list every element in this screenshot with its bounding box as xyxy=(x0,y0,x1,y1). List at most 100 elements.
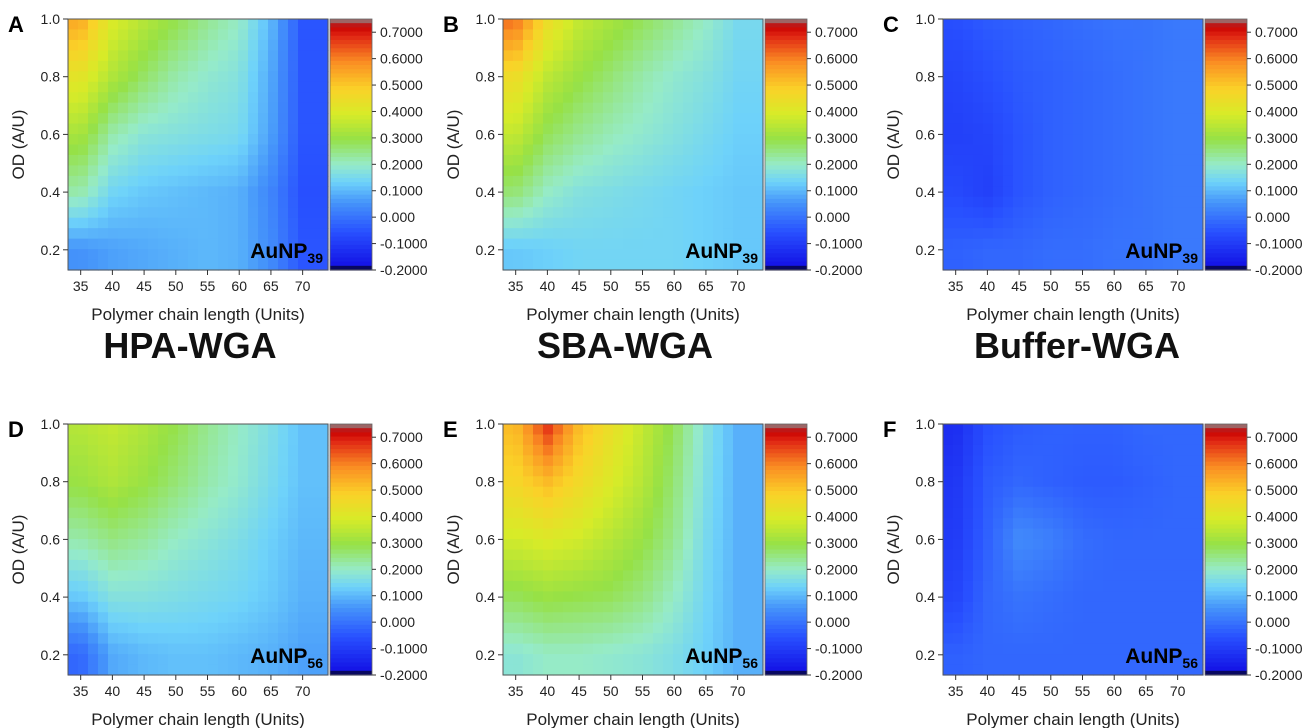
heatmap-cell xyxy=(613,186,624,198)
heatmap-cell xyxy=(108,259,119,271)
heatmap-cell xyxy=(1013,154,1024,167)
heatmap-cell xyxy=(188,207,199,219)
heatmap-cell xyxy=(563,92,574,104)
heatmap-cell xyxy=(743,559,754,572)
heatmap-cell xyxy=(673,444,684,456)
heatmap-cell xyxy=(1103,622,1114,634)
heatmap-cell xyxy=(1103,486,1114,498)
heatmap-cell xyxy=(693,196,704,208)
heatmap-cell xyxy=(1163,580,1174,592)
heatmap-cell xyxy=(553,434,564,446)
heatmap-cell xyxy=(613,486,624,498)
heatmap-cell xyxy=(963,455,974,467)
heatmap-cell xyxy=(1123,238,1134,250)
heatmap-cell xyxy=(643,39,654,51)
heatmap-cell xyxy=(623,518,634,530)
heatmap-cell xyxy=(583,154,594,167)
heatmap-cell xyxy=(158,29,169,41)
colorbar-band xyxy=(1205,453,1247,459)
heatmap-cell xyxy=(963,81,974,93)
heatmap-cell xyxy=(543,559,554,572)
heatmap-cell xyxy=(78,113,89,125)
heatmap-cell xyxy=(168,81,179,93)
heatmap-cell xyxy=(1053,444,1064,456)
heatmap-cell xyxy=(623,434,634,446)
heatmap-cell xyxy=(118,601,129,613)
colorbar-band xyxy=(765,645,807,651)
x-tick-label: 50 xyxy=(168,683,184,699)
heatmap-cell xyxy=(1023,549,1034,561)
heatmap-cell xyxy=(278,580,289,592)
heatmap-cell xyxy=(533,549,544,561)
heatmap-cell xyxy=(1063,539,1074,551)
heatmap-cell xyxy=(78,612,89,624)
heatmap-cell xyxy=(248,486,259,498)
heatmap-cell xyxy=(1083,228,1094,240)
heatmap-cell xyxy=(523,465,534,477)
heatmap-cell xyxy=(178,154,189,167)
heatmap-cell xyxy=(1113,559,1124,572)
heatmap-cell xyxy=(553,71,564,83)
heatmap-cell xyxy=(723,50,734,62)
colorbar-band xyxy=(1205,73,1247,79)
x-tick-label: 45 xyxy=(136,683,152,699)
heatmap-cell xyxy=(278,444,289,456)
colorbar-band xyxy=(330,470,372,475)
heatmap-cell xyxy=(198,81,209,93)
heatmap-cell xyxy=(158,165,169,177)
heatmap-cell xyxy=(258,175,269,187)
heatmap-cell xyxy=(1093,664,1104,676)
heatmap-cell xyxy=(613,144,624,156)
heatmap-cell xyxy=(653,39,664,51)
heatmap-cell xyxy=(683,633,694,645)
heatmap-cell xyxy=(1063,217,1074,229)
colorbar-band xyxy=(330,165,372,171)
heatmap-cell xyxy=(278,19,289,31)
heatmap-cell xyxy=(523,29,534,41)
heatmap-cell xyxy=(503,580,514,592)
heatmap-cell xyxy=(88,19,99,31)
heatmap-cell xyxy=(713,476,724,488)
heatmap-cell xyxy=(98,175,109,187)
heatmap-cell xyxy=(1063,497,1074,509)
heatmap-cell xyxy=(1193,81,1204,93)
heatmap-cell xyxy=(953,154,964,167)
heatmap-cell xyxy=(753,580,764,592)
heatmap-cell xyxy=(288,134,299,146)
heatmap-cell xyxy=(78,102,89,114)
heatmap-cell xyxy=(118,92,129,104)
heatmap-cell xyxy=(523,559,534,572)
heatmap-cell xyxy=(68,528,79,540)
heatmap-cell xyxy=(503,654,514,666)
heatmap-cell xyxy=(1103,196,1114,208)
heatmap-cell xyxy=(523,186,534,198)
heatmap-cell xyxy=(733,559,744,572)
heatmap-cell xyxy=(88,633,99,645)
heatmap-cell xyxy=(158,60,169,72)
heatmap-cell xyxy=(693,207,704,219)
heatmap-cell xyxy=(543,175,554,187)
heatmap-cell xyxy=(218,559,229,572)
heatmap-cell xyxy=(1103,19,1114,31)
heatmap-cell xyxy=(1003,497,1014,509)
heatmap-cell xyxy=(128,217,139,229)
heatmap-cell xyxy=(663,465,674,477)
colorbar-band xyxy=(1205,424,1247,429)
heatmap-cell xyxy=(1023,518,1034,530)
heatmap-cell xyxy=(1173,612,1184,624)
heatmap-cell xyxy=(543,486,554,498)
heatmap-cell xyxy=(983,259,994,271)
heatmap-cell xyxy=(288,165,299,177)
heatmap-cell xyxy=(683,476,694,488)
heatmap-cell xyxy=(188,19,199,31)
heatmap-cell xyxy=(138,154,149,167)
heatmap-cell xyxy=(663,92,674,104)
colorbar-band xyxy=(330,541,372,546)
heatmap-cell xyxy=(1083,134,1094,146)
heatmap-cell xyxy=(238,196,249,208)
heatmap-cell xyxy=(68,134,79,146)
heatmap-cell xyxy=(298,601,309,613)
heatmap-cell xyxy=(1183,134,1194,146)
heatmap-cell xyxy=(248,165,259,177)
heatmap-cell xyxy=(523,539,534,551)
